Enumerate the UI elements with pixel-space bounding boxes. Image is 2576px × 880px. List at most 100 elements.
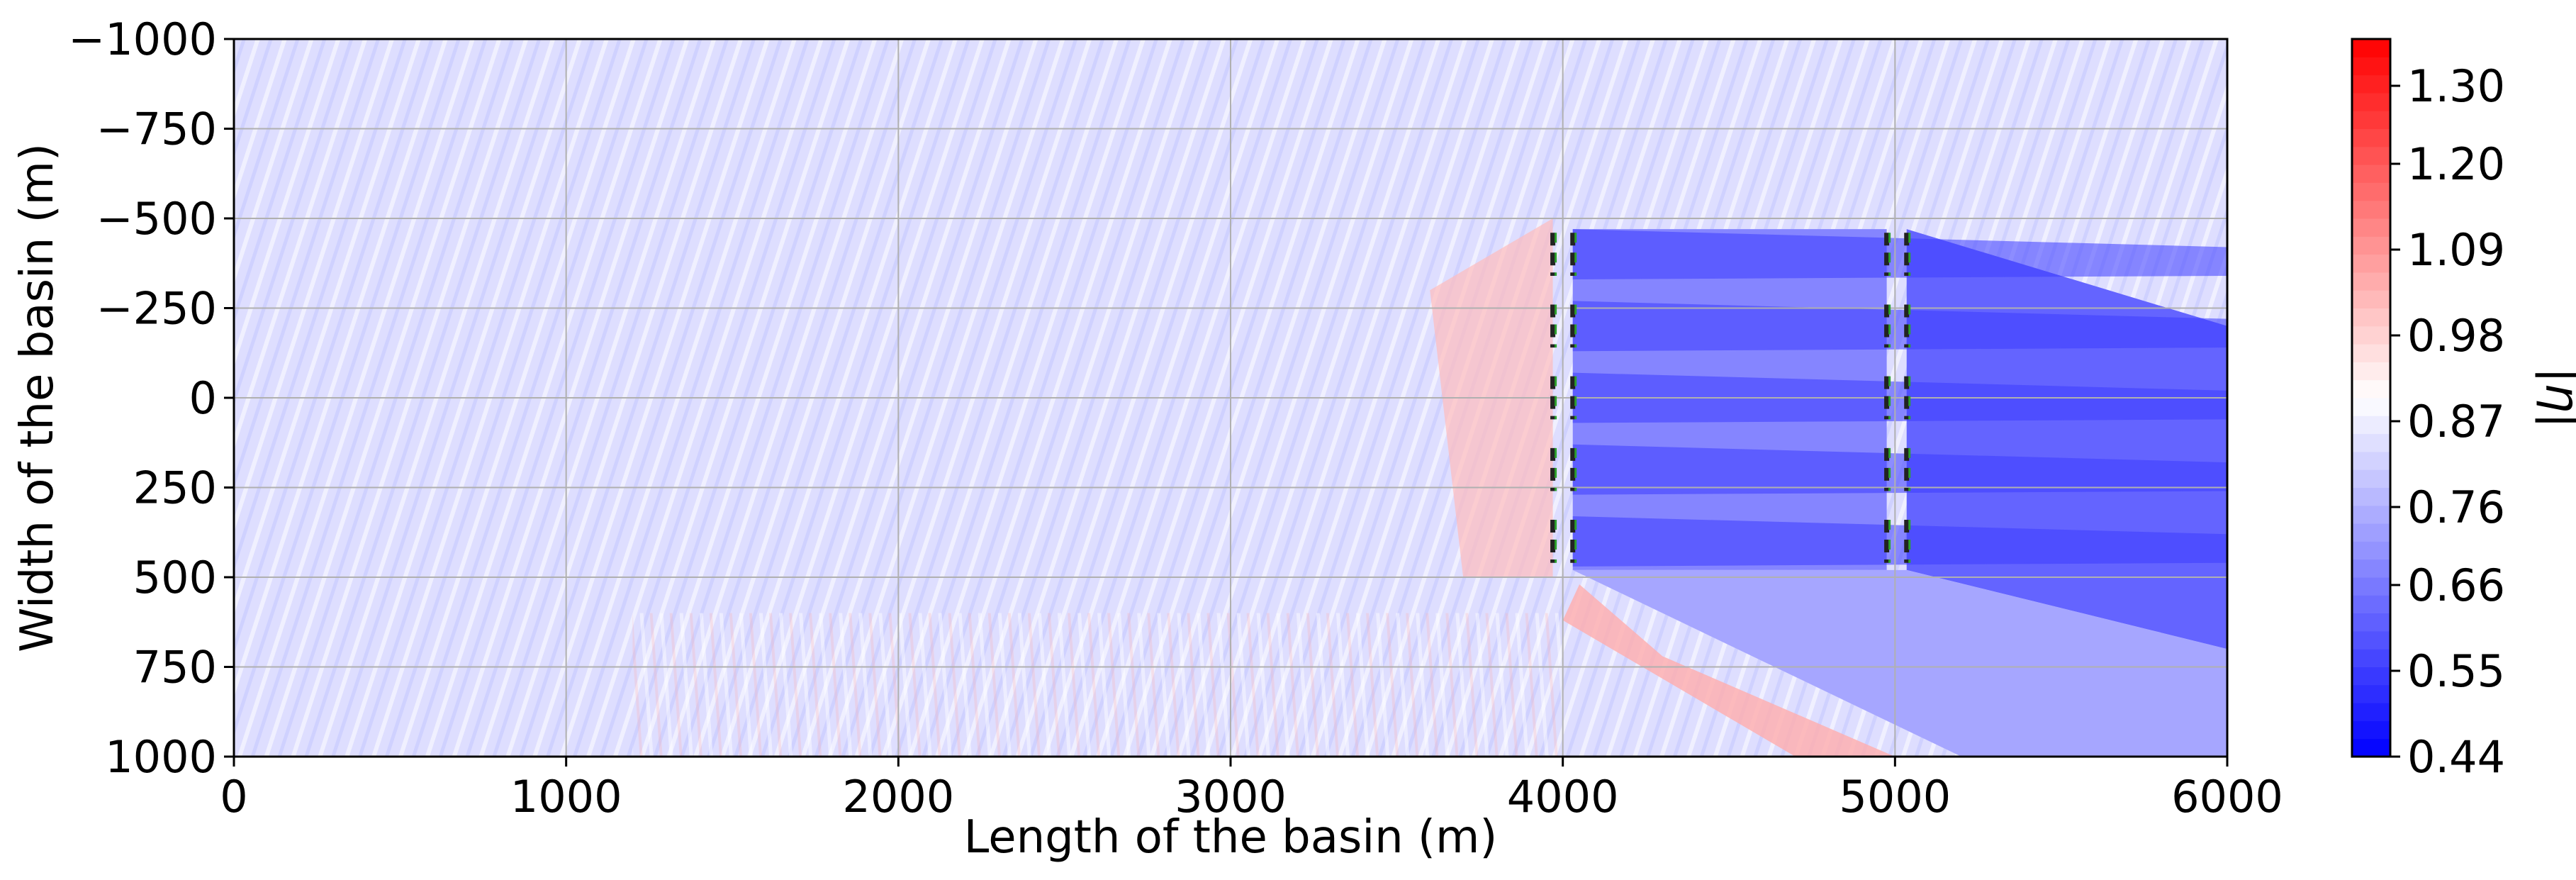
colorbar-tick-label: 0.55 [2407,645,2505,697]
colorbar-levels [2351,38,2392,758]
colorbar-ticks: 0.44 0.55 0.66 0.76 0.87 0.98 1.09 1.20 1.30 [2390,60,2505,783]
x-tick-label: 5000 [1839,771,1951,823]
colorbar-level [2352,290,2390,308]
field-wake-stripe [1572,444,2227,495]
colorbar-level [2352,165,2390,183]
colorbar-level [2352,613,2390,632]
device-marker [1570,304,1577,348]
y-tick-label: 500 [133,552,217,603]
y-tick-label: −250 [96,283,217,335]
device-marker [1884,376,1891,420]
y-tick-label: 0 [189,372,217,424]
colorbar-level [2352,74,2390,94]
device-marker [1904,233,1911,276]
y-tick-label: −750 [96,104,217,155]
colorbar-tick-label: 0.87 [2407,396,2505,447]
device-marker [1550,447,1557,491]
colorbar-level [2352,39,2390,57]
colorbar-tick-label: 1.20 [2407,138,2505,190]
device-marker [1550,520,1557,563]
x-tick-label: 3000 [1175,771,1287,823]
colorbar-level [2352,325,2390,345]
colorbar-level [2352,57,2390,76]
colorbar-level [2352,254,2390,273]
colorbar-level [2352,703,2390,721]
colorbar-level [2352,451,2390,470]
colorbar-tick-label: 0.98 [2407,310,2505,362]
device-marker [1904,447,1911,491]
device-marker [1904,376,1911,420]
colorbar-level [2352,738,2390,757]
x-tick-label: 0 [220,771,247,823]
y-tick-label: 1000 [105,731,217,783]
x-tick-label: 1000 [510,771,622,823]
colorbar-level [2352,720,2390,740]
colorbar-level [2352,667,2390,686]
colorbar-level [2352,684,2390,703]
colorbar-level [2352,218,2390,237]
colorbar-level [2352,182,2390,201]
colorbar-level [2352,469,2390,488]
colorbar-level [2352,433,2390,452]
colorbar-tick-label: 1.30 [2407,60,2505,112]
colorbar-level [2352,487,2390,506]
x-tick-label: 2000 [842,771,954,823]
device-marker [1570,376,1577,420]
y-tick-label: 250 [133,462,217,514]
colorbar-level [2352,559,2390,578]
colorbar-level [2352,398,2390,416]
device-marker [1570,233,1577,276]
colorbar-tick-label: 0.44 [2407,731,2505,783]
colorbar-level [2352,236,2390,255]
colorbar-level [2352,362,2390,381]
colorbar-tick-label: 0.76 [2407,481,2505,533]
device-marker [1550,233,1557,276]
device-marker [1550,304,1557,348]
x-tick-label: 4000 [1507,771,1619,823]
colorbar-level [2352,379,2390,399]
colorbar-level [2352,92,2390,111]
device-marker [1884,447,1891,491]
colorbar-level [2352,541,2390,560]
device-marker [1884,304,1891,348]
field-wake-stripe [1572,229,2227,280]
y-tick-label: −500 [96,193,217,245]
colorbar-level [2352,505,2390,524]
colorbar-level [2352,649,2390,667]
field-diagonal-reflection [1562,584,1895,757]
colorbar-level [2352,111,2390,129]
colorbar-level [2352,523,2390,542]
colorbar-level [2352,344,2390,362]
colorbar-level [2352,200,2390,219]
device-marker [1570,520,1577,563]
device-marker [1904,520,1911,563]
x-axis-ticks: 0 1000 2000 3000 4000 5000 6000 [220,757,2283,823]
colorbar-level [2352,146,2390,165]
field-wake-stripe [1572,516,2227,567]
colorbar-level [2352,577,2390,596]
colorbar-level [2352,416,2390,435]
y-tick-label: 750 [133,642,217,694]
colorbar-level [2352,128,2390,147]
device-markers [1550,233,1911,563]
colorbar-tick-label: 0.66 [2407,559,2505,611]
colorbar-tick-label: 1.09 [2407,224,2505,276]
colorbar-level [2352,272,2390,291]
device-marker [1884,520,1891,563]
y-axis-ticks: −1000 −750 −500 −250 0 250 500 750 1000 [68,13,234,783]
colorbar-level [2352,595,2390,614]
field-ripples-lower [632,613,1563,757]
colorbar-level [2352,308,2390,327]
device-marker [1550,376,1557,420]
x-tick-label: 6000 [2171,771,2283,823]
colorbar-level [2352,630,2390,650]
x-axis-label: Length of the basin (m) [964,811,1498,864]
y-tick-label: −1000 [68,13,217,65]
device-marker [1884,233,1891,276]
colorbar-label: |η| [2535,367,2576,428]
y-axis-label: Width of the basin (m) [11,143,64,652]
field-shadow-fan [1572,569,2227,757]
field-wake-stripe [1572,301,2227,352]
device-marker [1570,447,1577,491]
